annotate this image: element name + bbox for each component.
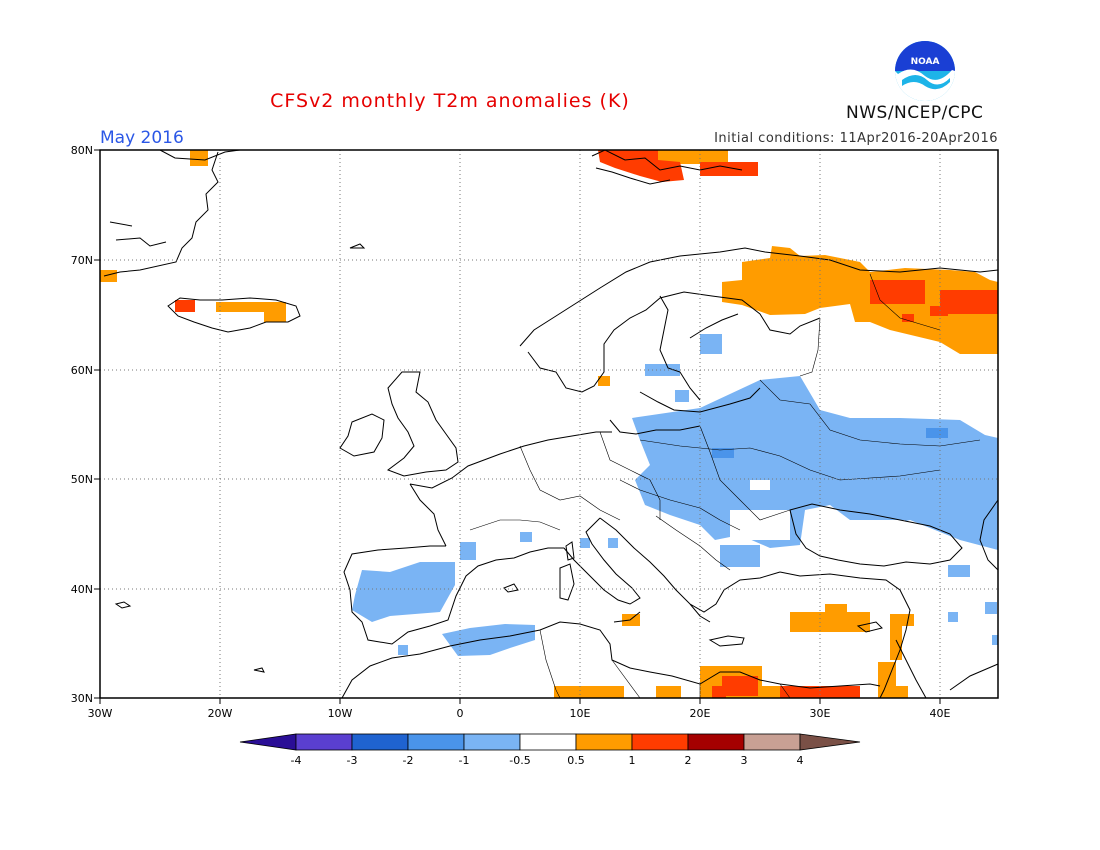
lat-label: 30N — [71, 692, 93, 705]
lat-label: 80N — [71, 144, 93, 157]
axis-ticks — [94, 149, 941, 704]
lon-label: 20W — [208, 707, 233, 720]
map-title: CFSv2 monthly T2m anomalies (K) — [270, 90, 630, 112]
anomaly-shading — [100, 150, 998, 698]
legend-swatch — [351, 733, 409, 751]
legend-above-arrow — [799, 733, 861, 751]
legend-swatch — [575, 733, 633, 751]
lon-label: 20E — [690, 707, 711, 720]
legend-tick-label: -3 — [347, 754, 358, 767]
legend-tick-label: -1 — [459, 754, 470, 767]
legend-labels: -4 -3 -2 -1 -0.5 0.5 1 2 3 4 — [291, 754, 804, 767]
lon-label: 40E — [930, 707, 951, 720]
legend-below-arrow — [239, 733, 297, 751]
forecast-month-label: May 2016 — [100, 128, 184, 148]
coastlines — [103, 149, 999, 699]
legend-tick-label: 2 — [685, 754, 692, 767]
legend-tick-label: -4 — [291, 754, 302, 767]
lat-label: 70N — [71, 254, 93, 267]
initial-conditions-label: Initial conditions: 11Apr2016-20Apr2016 — [714, 131, 998, 146]
lat-label: 40N — [71, 583, 93, 596]
legend-tick-label: -0.5 — [509, 754, 530, 767]
legend-swatch — [687, 733, 745, 751]
lon-label: 30E — [810, 707, 831, 720]
map-gridlines — [100, 150, 998, 698]
lon-label: 0 — [457, 707, 464, 720]
noaa-logo: NOAA — [895, 41, 955, 101]
lon-label: 30W — [88, 707, 113, 720]
color-legend: -4 -3 -2 -1 -0.5 0.5 1 2 3 4 — [239, 733, 861, 767]
legend-swatch — [519, 733, 577, 751]
legend-swatch — [295, 733, 353, 751]
agency-label: NWS/NCEP/CPC — [846, 103, 984, 123]
lat-label: 50N — [71, 473, 93, 486]
legend-swatch — [631, 733, 689, 751]
lon-label: 10E — [570, 707, 591, 720]
legend-tick-label: 3 — [741, 754, 748, 767]
legend-swatch — [407, 733, 465, 751]
lat-label: 60N — [71, 364, 93, 377]
country-borders — [469, 273, 981, 699]
legend-tick-label: 1 — [629, 754, 636, 767]
map-frame — [99, 149, 999, 699]
lon-label: 10W — [328, 707, 353, 720]
logo-text: NOAA — [911, 57, 940, 67]
legend-swatch — [463, 733, 521, 751]
legend-tick-label: -2 — [403, 754, 414, 767]
legend-swatch — [743, 733, 801, 751]
legend-bins — [295, 733, 801, 751]
legend-tick-label: 4 — [797, 754, 804, 767]
legend-tick-label: 0.5 — [567, 754, 585, 767]
